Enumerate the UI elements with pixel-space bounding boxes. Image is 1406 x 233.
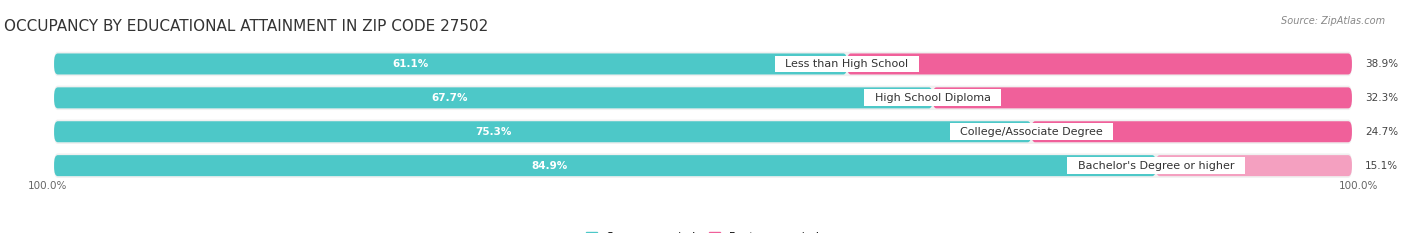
Text: High School Diploma: High School Diploma (868, 93, 998, 103)
FancyBboxPatch shape (53, 52, 1353, 76)
FancyBboxPatch shape (53, 155, 1156, 176)
FancyBboxPatch shape (53, 120, 1353, 144)
Text: 38.9%: 38.9% (1365, 59, 1398, 69)
FancyBboxPatch shape (53, 86, 1353, 110)
FancyBboxPatch shape (53, 53, 846, 75)
Text: 67.7%: 67.7% (432, 93, 468, 103)
Text: College/Associate Degree: College/Associate Degree (953, 127, 1109, 137)
FancyBboxPatch shape (932, 87, 1353, 108)
Text: 24.7%: 24.7% (1365, 127, 1398, 137)
Text: 32.3%: 32.3% (1365, 93, 1398, 103)
FancyBboxPatch shape (53, 87, 932, 108)
FancyBboxPatch shape (53, 154, 1353, 178)
Text: 75.3%: 75.3% (475, 127, 512, 137)
FancyBboxPatch shape (1032, 121, 1353, 142)
Text: Source: ZipAtlas.com: Source: ZipAtlas.com (1281, 16, 1385, 26)
Text: 100.0%: 100.0% (1339, 181, 1378, 191)
Text: 61.1%: 61.1% (392, 59, 429, 69)
Text: Less than High School: Less than High School (779, 59, 915, 69)
FancyBboxPatch shape (53, 121, 1032, 142)
Text: 100.0%: 100.0% (28, 181, 67, 191)
Text: Bachelor's Degree or higher: Bachelor's Degree or higher (1071, 161, 1241, 171)
Text: 84.9%: 84.9% (531, 161, 568, 171)
Text: 15.1%: 15.1% (1365, 161, 1398, 171)
Legend: Owner-occupied, Renter-occupied: Owner-occupied, Renter-occupied (586, 232, 820, 233)
Text: OCCUPANCY BY EDUCATIONAL ATTAINMENT IN ZIP CODE 27502: OCCUPANCY BY EDUCATIONAL ATTAINMENT IN Z… (4, 19, 488, 34)
FancyBboxPatch shape (846, 53, 1353, 75)
FancyBboxPatch shape (1156, 155, 1353, 176)
